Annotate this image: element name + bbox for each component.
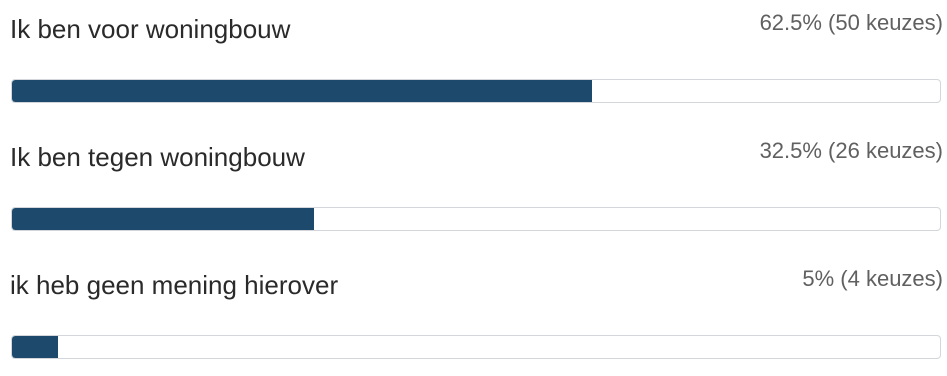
poll-option-result: 32.5% (26 keuzes) — [759, 138, 943, 163]
poll-option: ik heb geen mening hierover 5% (4 keuzes… — [0, 256, 947, 376]
poll-option-label: Ik ben tegen woningbouw — [10, 142, 305, 172]
progress-bar-fill — [12, 80, 592, 102]
progress-bar-track — [11, 79, 941, 103]
poll-option-label: Ik ben voor woningbouw — [10, 14, 291, 44]
poll-option-result: 62.5% (50 keuzes) — [759, 10, 943, 35]
poll-results: Ik ben voor woningbouw 62.5% (50 keuzes)… — [0, 0, 947, 359]
progress-bar-track — [11, 335, 941, 359]
poll-option: Ik ben tegen woningbouw 32.5% (26 keuzes… — [0, 128, 947, 248]
progress-bar-track — [11, 207, 941, 231]
progress-bar-fill — [12, 336, 59, 358]
progress-bar-fill — [12, 208, 314, 230]
poll-option-label: ik heb geen mening hierover — [10, 270, 339, 300]
poll-option: Ik ben voor woningbouw 62.5% (50 keuzes) — [0, 0, 947, 120]
poll-option-result: 5% (4 keuzes) — [802, 266, 943, 291]
